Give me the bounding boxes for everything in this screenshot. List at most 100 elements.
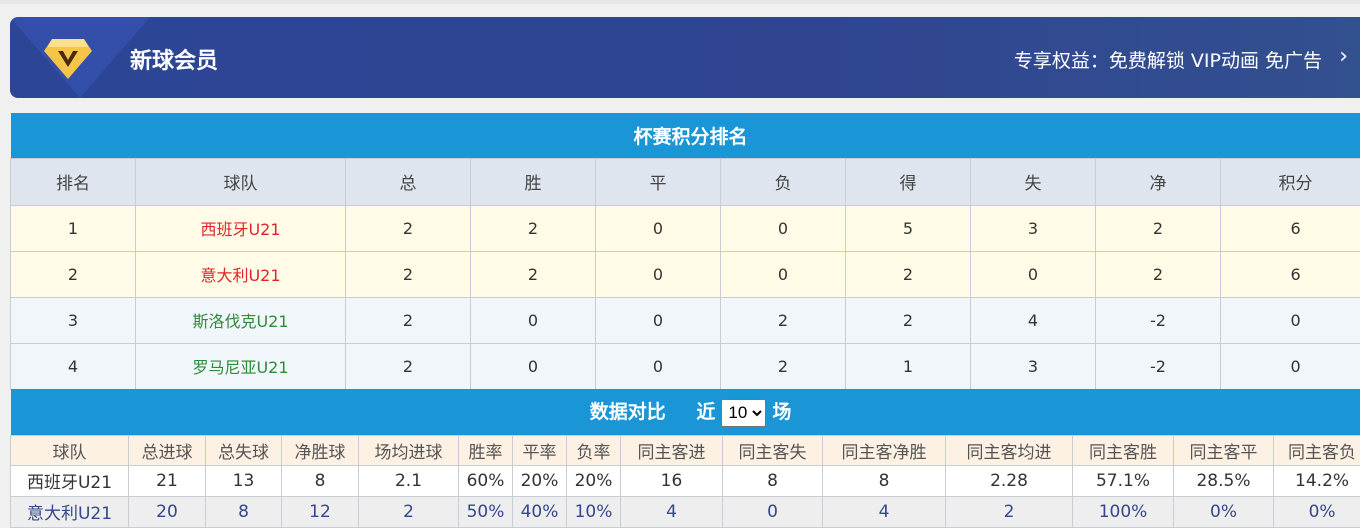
team-name[interactable]: 西班牙U21 [136, 205, 346, 251]
standings-header: 排名球队总胜平负得失净积分 [11, 158, 1360, 205]
vip-banner[interactable]: 新球会员 专享权益：免费解锁 VIP动画 免广告 › [10, 17, 1360, 98]
table-cell: 1 [846, 343, 971, 389]
column-header: 同主客进 [621, 435, 723, 465]
table-cell: 50% [459, 496, 513, 527]
column-header: 同主客净胜 [823, 435, 946, 465]
table-cell: 3 [11, 297, 136, 343]
team-name[interactable]: 意大利U21 [136, 251, 346, 297]
column-header[interactable]: 总 [346, 158, 471, 205]
table-cell: 2.28 [946, 465, 1073, 496]
table-cell: 2 [471, 205, 596, 251]
table-cell: 0 [721, 205, 846, 251]
banner-benefits[interactable]: 专享权益：免费解锁 VIP动画 免广告 [1014, 46, 1322, 73]
column-header[interactable]: 得 [846, 158, 971, 205]
table-cell: 8 [206, 496, 282, 527]
table-cell: 0 [1221, 343, 1360, 389]
column-header[interactable]: 净 [1096, 158, 1221, 205]
table-cell: 12 [282, 496, 359, 527]
table-cell: 60% [459, 465, 513, 496]
table-cell: 4 [621, 496, 723, 527]
table-cell: 5 [846, 205, 971, 251]
top-divider [0, 0, 1360, 4]
table-cell: 0% [1174, 496, 1274, 527]
table-cell: 21 [129, 465, 206, 496]
column-header: 同主客均进 [946, 435, 1073, 465]
table-cell: 4 [971, 297, 1096, 343]
table-cell: 0 [1221, 297, 1360, 343]
table-cell: 2 [346, 205, 471, 251]
table-cell: 8 [282, 465, 359, 496]
table-cell: 2 [346, 251, 471, 297]
table-cell: 4 [823, 496, 946, 527]
table-cell: 3 [971, 205, 1096, 251]
table-cell: 14.2% [1274, 465, 1360, 496]
table-cell: 2 [346, 343, 471, 389]
column-header: 同主客平 [1174, 435, 1274, 465]
team-name: 意大利U21 [11, 496, 129, 527]
table-cell: 2 [721, 343, 846, 389]
table-cell: 2 [471, 251, 596, 297]
table-cell: 16 [621, 465, 723, 496]
column-header: 同主客失 [723, 435, 823, 465]
column-header[interactable]: 负 [721, 158, 846, 205]
column-header[interactable]: 积分 [1221, 158, 1360, 205]
table-cell: 6 [1221, 251, 1360, 297]
table-cell: 2 [846, 297, 971, 343]
table-cell: 40% [513, 496, 567, 527]
chevron-right-icon[interactable]: › [1339, 44, 1348, 69]
table-cell: 0 [596, 205, 721, 251]
table-cell: 2 [346, 297, 471, 343]
table-cell: 2 [11, 251, 136, 297]
column-header: 总失球 [206, 435, 282, 465]
table-cell: 0% [1274, 496, 1360, 527]
column-header: 总进球 [129, 435, 206, 465]
table-cell: 6 [1221, 205, 1360, 251]
column-header: 平率 [513, 435, 567, 465]
near-label: 近 [696, 401, 715, 423]
table-cell: 2 [846, 251, 971, 297]
table-cell: 20% [567, 465, 621, 496]
column-header[interactable]: 失 [971, 158, 1096, 205]
table-cell: 0 [723, 496, 823, 527]
table-cell: 100% [1073, 496, 1174, 527]
table-cell: 10% [567, 496, 621, 527]
table-cell: 8 [723, 465, 823, 496]
column-header[interactable]: 排名 [11, 158, 136, 205]
table-cell: 2 [946, 496, 1073, 527]
column-header[interactable]: 球队 [136, 158, 346, 205]
column-header[interactable]: 胜 [471, 158, 596, 205]
column-header: 球队 [11, 435, 129, 465]
table-cell: 0 [596, 297, 721, 343]
compare-title-bar: 数据对比 近 10 场 [11, 389, 1360, 435]
column-header: 同主客胜 [1073, 435, 1174, 465]
compare-table: 数据对比 近 10 场 球队总进球总失球净胜球场均进球胜率平率负率同主客进同主客失同… [10, 389, 1360, 528]
table-cell: 2.1 [359, 465, 459, 496]
column-header: 负率 [567, 435, 621, 465]
table-cell: 2 [1096, 205, 1221, 251]
compare-header: 球队总进球总失球净胜球场均进球胜率平率负率同主客进同主客失同主客净胜同主客均进同… [11, 435, 1360, 465]
team-name[interactable]: 罗马尼亚U21 [136, 343, 346, 389]
table-cell: 13 [206, 465, 282, 496]
table-cell: -2 [1096, 297, 1221, 343]
column-header: 场均进球 [359, 435, 459, 465]
table-cell: 0 [471, 343, 596, 389]
table-cell: 8 [823, 465, 946, 496]
table-cell: 2 [359, 496, 459, 527]
table-cell: 0 [721, 251, 846, 297]
column-header: 胜率 [459, 435, 513, 465]
column-header: 同主客负 [1274, 435, 1360, 465]
compare-title: 数据对比 [590, 401, 666, 423]
column-header[interactable]: 平 [596, 158, 721, 205]
team-name[interactable]: 斯洛伐克U21 [136, 297, 346, 343]
match-count-select[interactable]: 10 [721, 399, 766, 427]
team-name: 西班牙U21 [11, 465, 129, 496]
unit-label: 场 [772, 401, 791, 423]
vip-diamond-icon [44, 37, 92, 79]
table-cell: 0 [596, 343, 721, 389]
table-cell: -2 [1096, 343, 1221, 389]
